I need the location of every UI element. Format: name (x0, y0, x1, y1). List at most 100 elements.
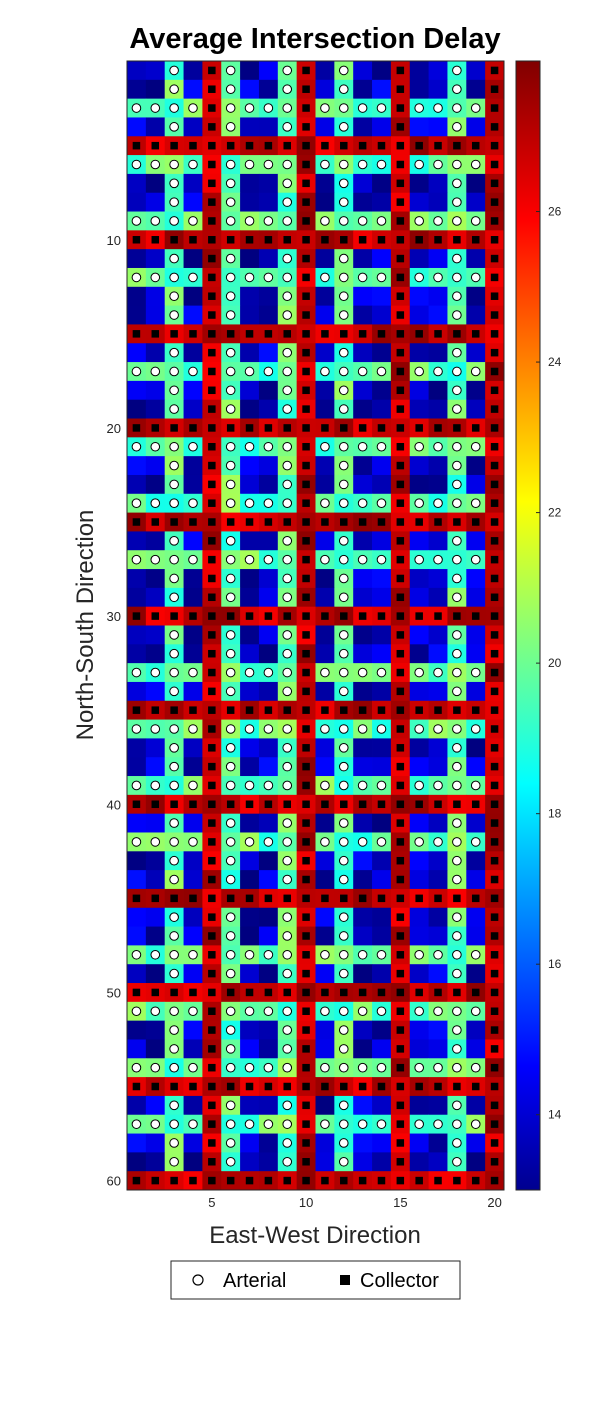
arterial-marker (338, 931, 349, 941)
collector-marker (415, 800, 423, 809)
collector-marker (377, 236, 386, 244)
heatmap-cell (315, 1152, 335, 1172)
heatmap-cell (409, 757, 429, 777)
arterial-marker (131, 837, 142, 847)
arterial-marker (414, 780, 424, 791)
arterial-marker (169, 178, 179, 189)
arterial-marker (169, 366, 179, 377)
arterial-marker (263, 554, 274, 565)
arterial-marker (282, 931, 293, 941)
heatmap-cell (127, 907, 147, 927)
heatmap-cell (315, 587, 335, 608)
collector-marker (264, 706, 273, 714)
collector-marker (302, 838, 310, 846)
arterial-marker (169, 667, 179, 678)
collector-marker (226, 706, 235, 714)
arterial-marker (452, 65, 462, 76)
arterial-marker (169, 291, 179, 302)
collector-marker (340, 518, 348, 526)
arterial-marker (320, 272, 330, 283)
heatmap-cell (466, 964, 486, 984)
collector-marker (358, 330, 367, 338)
heatmap-cell (258, 644, 279, 664)
arterial-marker (338, 1156, 349, 1167)
collector-marker (302, 348, 310, 357)
heatmap-cell (315, 757, 335, 777)
collector-marker (434, 1082, 442, 1091)
arterial-marker (282, 1100, 293, 1111)
heatmap-cell (183, 964, 203, 984)
arterial-marker (338, 385, 349, 396)
collector-marker (283, 518, 291, 526)
arterial-marker (169, 1044, 179, 1054)
collector-marker (132, 141, 141, 150)
arterial-marker (414, 1006, 424, 1017)
collector-marker (208, 800, 216, 809)
heatmap-cell (466, 117, 486, 137)
arterial-marker (452, 630, 462, 640)
collector-marker (208, 819, 216, 827)
collector-marker (208, 273, 216, 282)
heatmap-cell (353, 1039, 373, 1059)
heatmap-cell (145, 644, 166, 664)
collector-marker (453, 1176, 461, 1185)
heatmap-cell (353, 173, 373, 194)
x-axis-label: East-West Direction (209, 1222, 421, 1249)
collector-marker (490, 1120, 499, 1128)
collector-marker (490, 555, 499, 564)
arterial-marker (282, 573, 293, 584)
arterial-marker (414, 1119, 424, 1129)
arterial-marker (169, 818, 179, 828)
arterial-marker (169, 1138, 179, 1148)
arterial-marker (188, 1006, 198, 1017)
heatmap-cell (183, 1095, 203, 1116)
arterial-marker (188, 554, 198, 565)
heatmap-cell (258, 249, 279, 269)
collector-marker (245, 236, 254, 244)
collector-marker (208, 1120, 216, 1128)
collector-marker (208, 348, 216, 357)
arterial-marker (282, 253, 293, 264)
heatmap-cell (372, 117, 392, 137)
collector-marker (490, 932, 499, 940)
collector-marker (396, 386, 405, 395)
heatmap-cell (258, 1095, 279, 1116)
arterial-marker (338, 874, 349, 885)
heatmap-cell (372, 173, 392, 194)
heatmap-cell (127, 343, 147, 363)
heatmap-cell (127, 681, 147, 702)
heatmap-cell (428, 681, 448, 702)
heatmap-cell (240, 1152, 260, 1172)
legend-arterial-label: Arterial (223, 1270, 286, 1292)
arterial-marker (169, 216, 179, 226)
heatmap-cell (372, 474, 392, 495)
heatmap-cell (353, 738, 373, 758)
collector-marker (358, 518, 367, 526)
arterial-marker (452, 347, 462, 358)
arterial-marker (282, 949, 293, 960)
chart-title: Average Intersection Delay (129, 23, 500, 55)
heatmap-cell (466, 1039, 486, 1059)
heatmap-cell (372, 380, 392, 401)
arterial-marker (282, 592, 293, 603)
arterial-marker (338, 460, 349, 471)
collector-marker (415, 612, 423, 620)
arterial-marker (320, 949, 330, 960)
heatmap-cell (183, 587, 203, 608)
arterial-marker (225, 385, 236, 396)
arterial-marker (131, 103, 142, 113)
arterial-marker (150, 554, 161, 565)
heatmap-cell (315, 1020, 335, 1040)
heatmap-cell (240, 813, 260, 833)
arterial-marker (338, 1119, 349, 1129)
collector-marker (490, 480, 499, 489)
heatmap-cell (145, 1095, 166, 1116)
arterial-marker (150, 667, 161, 678)
arterial-marker (225, 103, 236, 113)
heatmap-cell (315, 644, 335, 664)
arterial-marker (169, 460, 179, 471)
collector-marker (264, 612, 273, 620)
arterial-marker (338, 178, 349, 189)
heatmap-cell (315, 907, 335, 927)
collector-marker (453, 706, 461, 714)
